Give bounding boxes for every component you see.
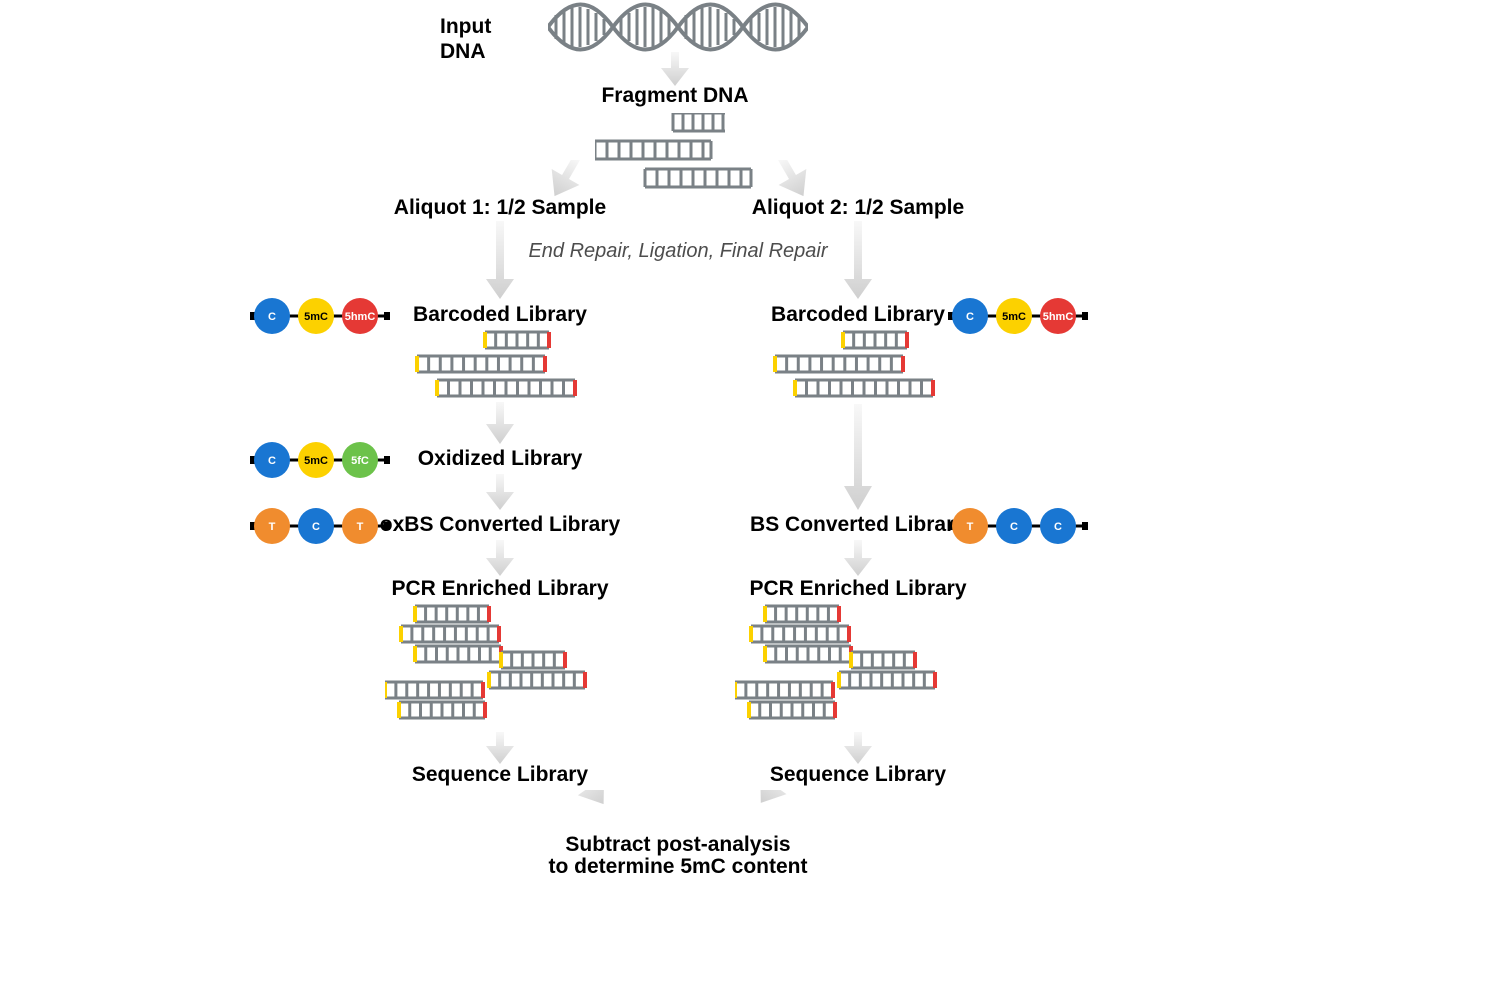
label-end-repair: End Repair, Ligation, Final Repair xyxy=(478,240,878,263)
dna-helix-icon xyxy=(548,2,808,52)
beads-oxidized: C 5mC 5fC xyxy=(250,440,400,480)
svg-text:5hmC: 5hmC xyxy=(345,311,376,323)
arrow-icon xyxy=(661,52,689,86)
svg-text:5fC: 5fC xyxy=(351,455,369,467)
beads-bs: TCC xyxy=(948,506,1098,546)
arrow-icon xyxy=(844,732,872,764)
svg-text:5hmC: 5hmC xyxy=(1043,311,1074,323)
arrow-icon xyxy=(486,221,514,299)
label-oxbs: oxBS Converted Library xyxy=(370,512,630,537)
label-pcr-right: PCR Enriched Library xyxy=(733,576,983,601)
label-oxidized: Oxidized Library xyxy=(400,446,600,471)
beads-oxbs: TCT xyxy=(250,506,400,546)
label-barcoded-right: Barcoded Library xyxy=(758,302,958,327)
svg-text:C: C xyxy=(268,455,276,467)
label-input-dna: Input DNA xyxy=(440,14,540,64)
label-fragment-dna: Fragment DNA xyxy=(575,83,775,108)
arrow-icon xyxy=(486,540,514,576)
svg-text:T: T xyxy=(967,521,974,533)
svg-text:C: C xyxy=(312,521,320,533)
arrow-icon xyxy=(736,790,826,836)
arrow-icon xyxy=(486,402,514,444)
label-barcoded-left: Barcoded Library xyxy=(400,302,600,327)
svg-text:5mC: 5mC xyxy=(1002,311,1026,323)
svg-text:C: C xyxy=(268,311,276,323)
label-aliquot2: Aliquot 2: 1/2 Sample xyxy=(723,195,993,220)
barcoded-ladders-right-icon xyxy=(773,330,943,400)
arrow-icon xyxy=(540,790,630,836)
pcr-ladders-left-icon xyxy=(385,604,615,732)
barcoded-ladders-left-icon xyxy=(415,330,585,400)
arrow-icon xyxy=(844,404,872,510)
label-aliquot1: Aliquot 1: 1/2 Sample xyxy=(365,195,635,220)
svg-text:T: T xyxy=(357,521,364,533)
pcr-ladders-right-icon xyxy=(735,604,965,732)
fragment-ladders-icon xyxy=(595,113,755,193)
label-subtract-line2: to determine 5mC content xyxy=(508,854,848,879)
svg-text:5mC: 5mC xyxy=(304,455,328,467)
svg-text:5mC: 5mC xyxy=(304,311,328,323)
label-sequence-left: Sequence Library xyxy=(375,762,625,787)
label-sequence-right: Sequence Library xyxy=(733,762,983,787)
svg-text:T: T xyxy=(269,521,276,533)
svg-text:C: C xyxy=(1054,521,1062,533)
svg-text:C: C xyxy=(966,311,974,323)
arrow-icon xyxy=(486,474,514,510)
beads-barcoded-left: C 5mC 5hmC xyxy=(250,296,400,336)
svg-text:C: C xyxy=(1010,521,1018,533)
beads-barcoded-right: C 5mC 5hmC xyxy=(948,296,1098,336)
arrow-icon xyxy=(844,221,872,299)
arrow-icon xyxy=(844,540,872,576)
label-pcr-left: PCR Enriched Library xyxy=(375,576,625,601)
arrow-icon xyxy=(486,732,514,764)
